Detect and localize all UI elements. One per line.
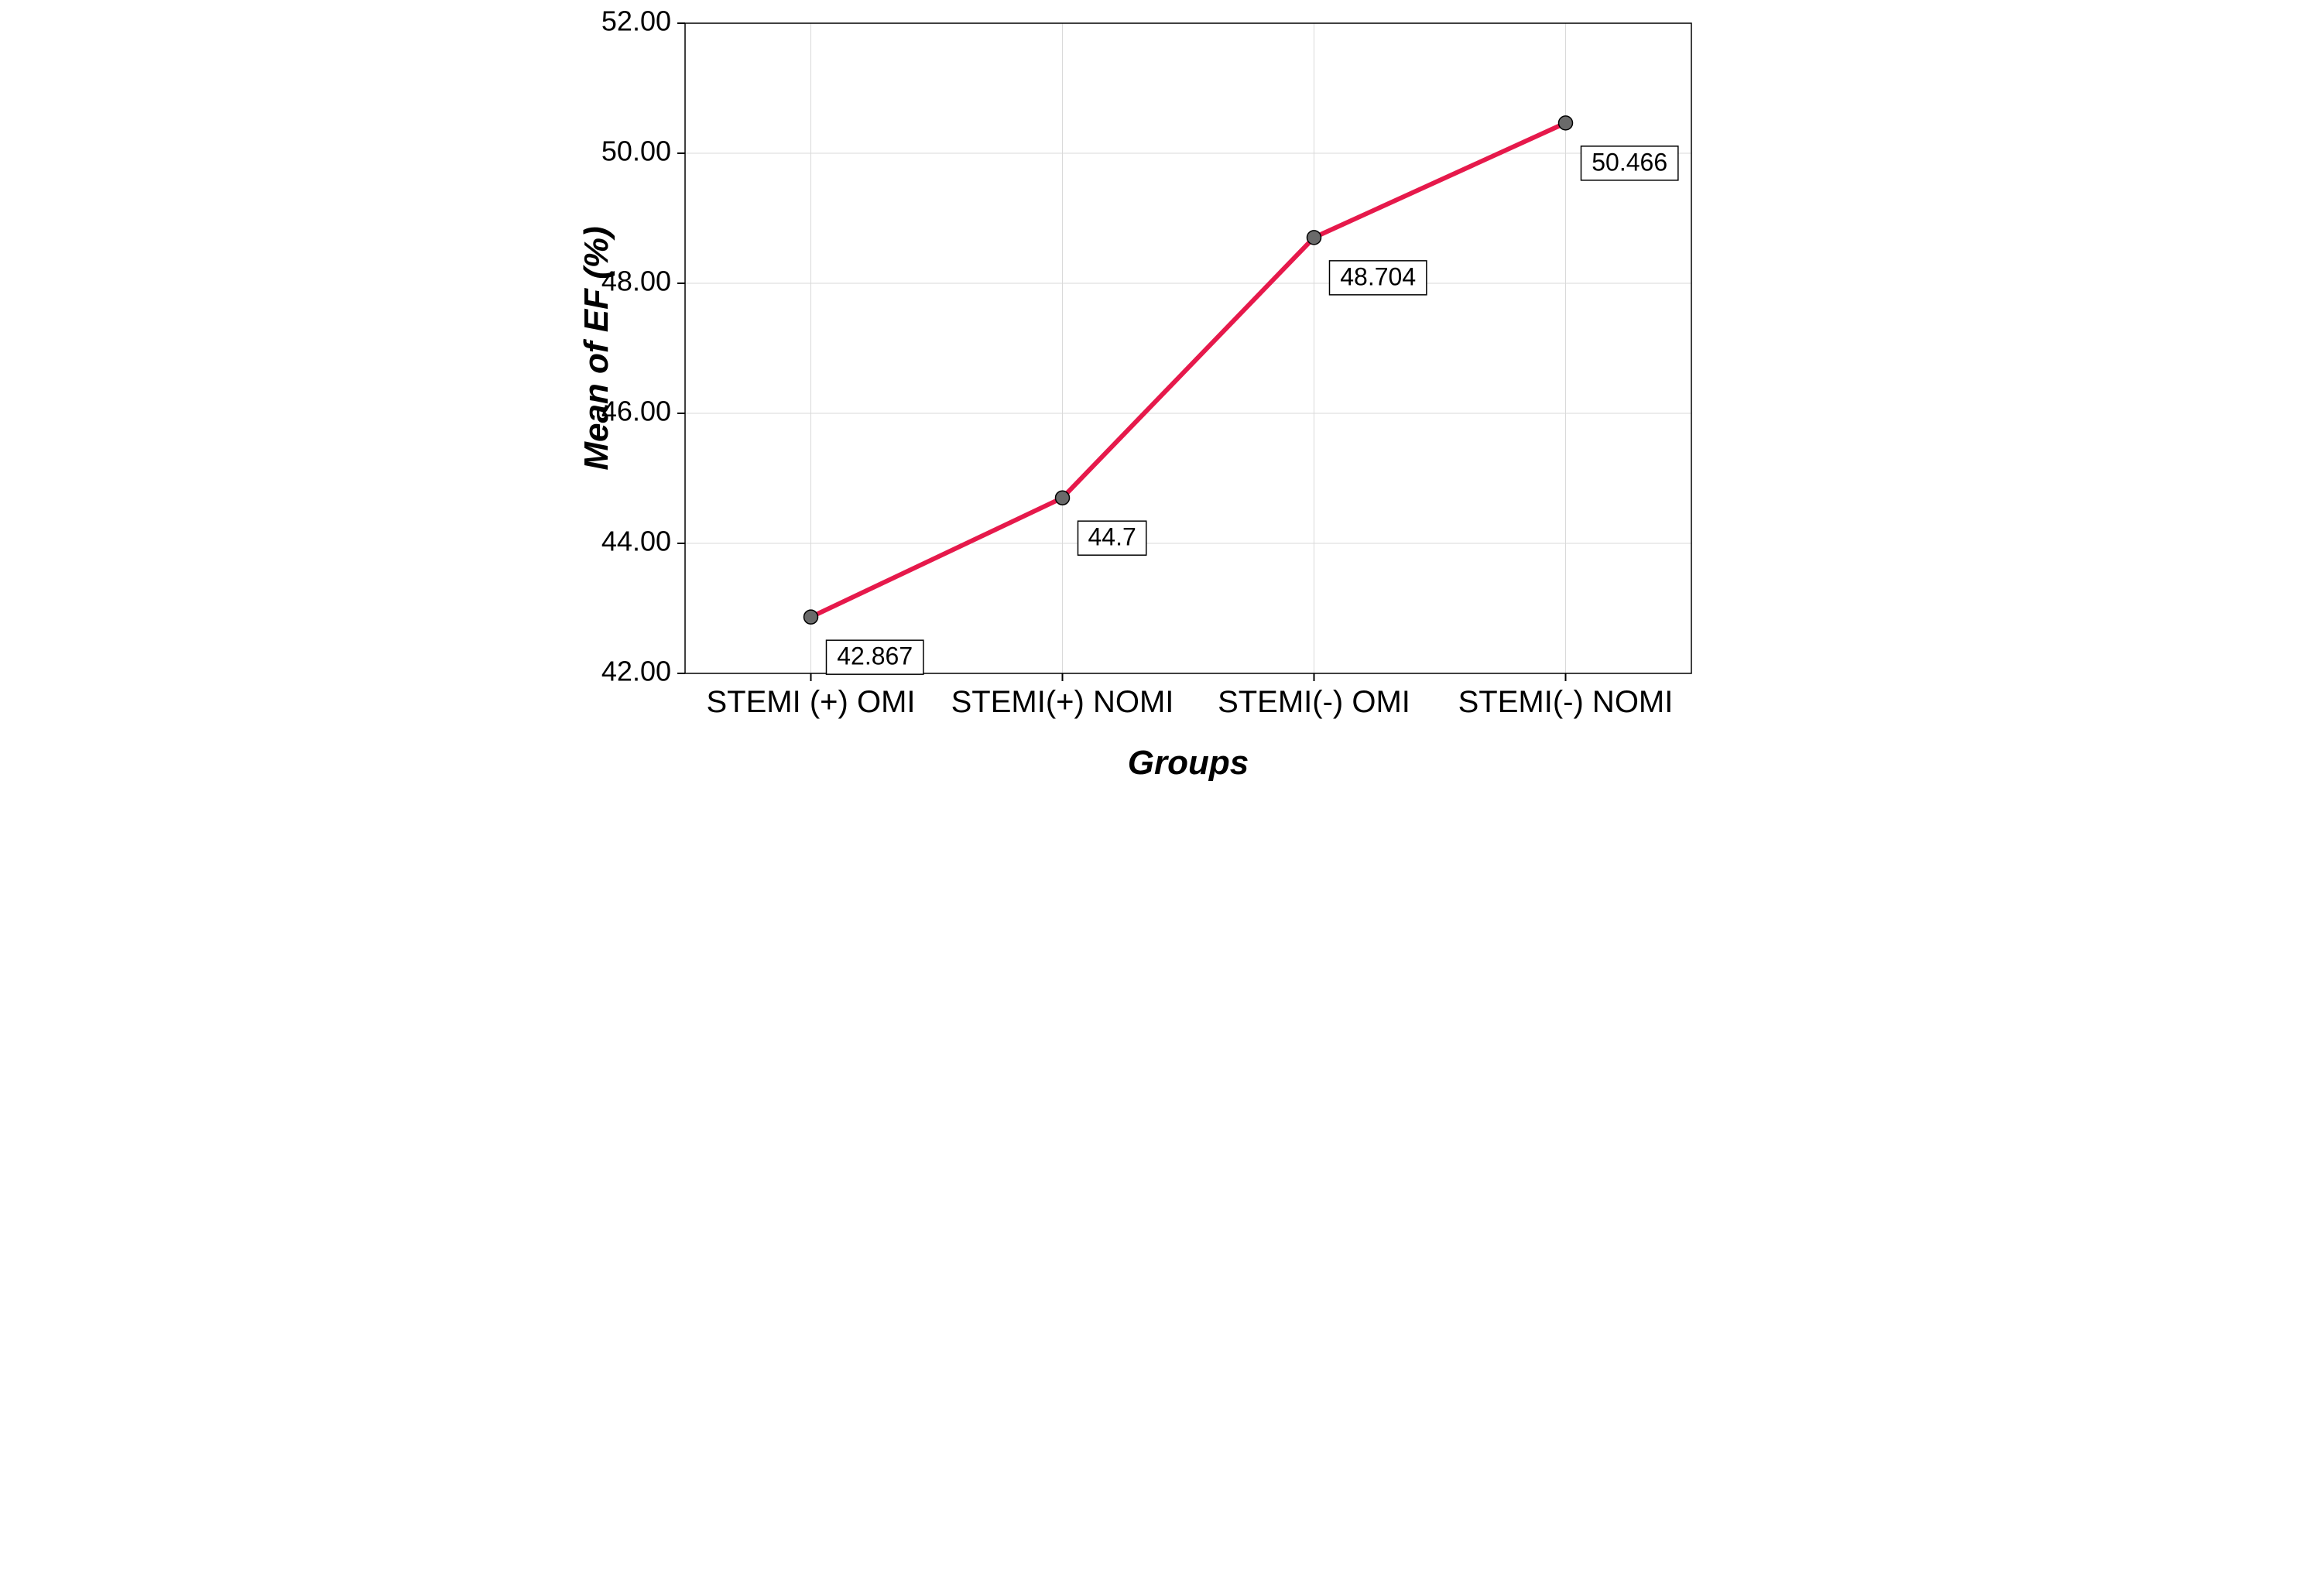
y-tick-label: 50.00 xyxy=(601,135,671,167)
data-label: 44.7 xyxy=(1088,523,1136,551)
x-tick-label: STEMI(-) OMI xyxy=(1218,685,1410,719)
y-tick-label: 44.00 xyxy=(601,526,671,557)
data-point xyxy=(1307,231,1321,245)
x-axis-title: Groups xyxy=(1128,744,1249,782)
y-tick-label: 52.00 xyxy=(601,5,671,37)
x-tick-label: STEMI(-) NOMI xyxy=(1458,685,1674,719)
data-point xyxy=(1559,116,1573,130)
x-tick-label: STEMI(+) NOMI xyxy=(951,685,1174,719)
data-point xyxy=(1056,491,1070,505)
data-label: 48.704 xyxy=(1340,262,1416,290)
data-label: 50.466 xyxy=(1592,148,1667,176)
x-tick-label: STEMI (+) OMI xyxy=(707,685,916,719)
y-axis-title: Mean of EF (%) xyxy=(577,226,615,470)
data-point xyxy=(804,610,818,624)
data-label: 42.867 xyxy=(837,642,913,670)
ef-line-chart: 42.0044.0046.0048.0050.0052.00STEMI (+) … xyxy=(577,0,1729,798)
y-tick-label: 42.00 xyxy=(601,656,671,687)
chart-container: 42.0044.0046.0048.0050.0052.00STEMI (+) … xyxy=(577,0,1729,798)
